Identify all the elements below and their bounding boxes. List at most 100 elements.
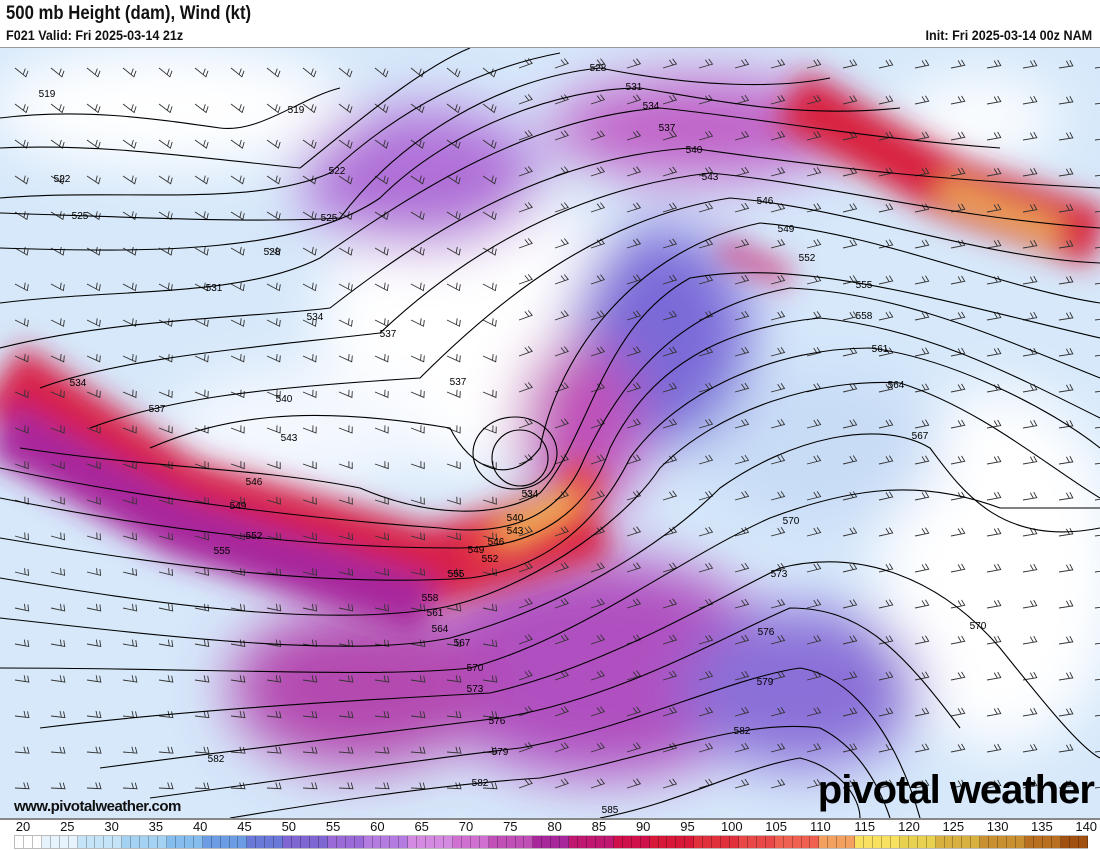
wind-barb [1022, 599, 1038, 609]
wind-barb [194, 782, 210, 790]
colorbar-segment [560, 836, 570, 848]
contour-label: 555 [856, 280, 873, 291]
colorbar-segment [828, 836, 838, 848]
colorbar-tick: 65 [414, 819, 429, 834]
colorbar-segment [703, 836, 713, 848]
wind-barb [950, 167, 966, 177]
wind-barb [698, 274, 714, 285]
colorbar-segment [417, 836, 427, 848]
colorbar-segment [747, 836, 757, 848]
wind-barb [410, 746, 426, 754]
contour-label: 561 [427, 608, 444, 619]
colorbar-segment [694, 836, 704, 848]
wind-barb [338, 139, 353, 149]
wind-barb [914, 59, 930, 69]
wind-barb [1022, 563, 1038, 573]
wind-barb [734, 742, 750, 753]
wind-barb [338, 461, 353, 470]
weather-map: 519 519 522 522 525 525 528 528 531 531 534 534 534 5… [0, 47, 1100, 820]
contour-label: 564 [888, 380, 905, 391]
colorbar-tick: 115 [854, 819, 876, 834]
wind-barb [626, 742, 642, 753]
wind-barb [554, 382, 569, 393]
wind-barb [698, 526, 714, 537]
wind-barb [878, 455, 894, 465]
colorbar-ticks: 20 25 30 35 40 45 50 55 60 65 70 75 80 85 90 95 100 105 11… [0, 819, 1100, 834]
wind-barb [410, 175, 425, 185]
wind-barb [590, 166, 606, 177]
wind-barb [806, 491, 822, 501]
wind-barb [914, 635, 930, 645]
wind-barb [842, 95, 858, 105]
wind-barb [626, 382, 642, 393]
wind-barb [986, 491, 1002, 501]
colorbar-segment [738, 836, 748, 848]
colorbar-segment [95, 836, 105, 848]
colorbar-segment [149, 836, 158, 848]
colorbar-tick: 130 [986, 819, 1009, 834]
wind-barb [698, 166, 714, 177]
wind-barb [194, 568, 210, 576]
wind-barb [518, 166, 533, 177]
wind-barb [662, 382, 678, 393]
wind-barb [374, 67, 389, 78]
wind-barb [410, 710, 426, 719]
colorbar-segment [1033, 836, 1043, 848]
wind-barb [770, 130, 786, 141]
wind-barb [122, 139, 137, 149]
wind-barb [590, 778, 606, 789]
wind-barb [86, 782, 102, 790]
colorbar-segment [631, 836, 641, 848]
wind-barb [410, 211, 425, 221]
colorbar-segment [113, 836, 123, 848]
colorbar-segment [846, 836, 856, 848]
wind-barb [1058, 456, 1074, 465]
wind-barb [230, 282, 245, 292]
wind-barb [482, 710, 498, 719]
wind-barb [626, 598, 642, 609]
wind-barb [770, 526, 786, 537]
wind-barb [194, 139, 209, 149]
contour-label: 534 [307, 312, 324, 323]
wind-barb [50, 175, 65, 185]
wind-barb [590, 742, 606, 753]
colorbar-segment [461, 836, 471, 848]
wind-barb [266, 211, 281, 221]
colorbar-segment [479, 836, 489, 848]
colorbar-segment [256, 836, 266, 848]
colorbar-segment [158, 836, 167, 848]
contour-label: 531 [206, 283, 223, 294]
wind-barb [626, 202, 642, 213]
wind-barb [86, 425, 101, 434]
wind-barb [122, 568, 138, 576]
wind-barb [662, 202, 678, 213]
wind-barb [878, 779, 894, 789]
wind-barb [734, 562, 750, 573]
wind-barb [842, 419, 858, 429]
wind-barb [14, 425, 29, 434]
wind-barb [194, 389, 209, 399]
contour-label: 534 [522, 489, 539, 500]
wind-barb [158, 211, 173, 221]
wind-barb [806, 635, 822, 645]
wind-barb [878, 491, 894, 501]
wind-barb [302, 710, 318, 719]
site-url[interactable]: www.pivotalweather.com [14, 798, 181, 815]
contour-label: 540 [507, 513, 524, 524]
colorbar-segment [908, 836, 918, 848]
wind-barb [230, 175, 245, 185]
wind-barb [86, 710, 102, 719]
wind-barb [626, 58, 642, 69]
wind-barb [770, 670, 786, 681]
colorbar-segment [873, 836, 882, 848]
wind-barb [1058, 168, 1074, 177]
wind-barb [986, 707, 1002, 717]
wind-barb [1022, 239, 1038, 249]
wind-barb [302, 639, 318, 648]
wind-barb [950, 707, 966, 717]
wind-barb [662, 454, 678, 465]
colorbar-segment [247, 836, 257, 848]
colorbar-segment [506, 836, 516, 848]
colorbar-tick: 85 [591, 819, 607, 834]
colorbar-segment [345, 836, 355, 848]
